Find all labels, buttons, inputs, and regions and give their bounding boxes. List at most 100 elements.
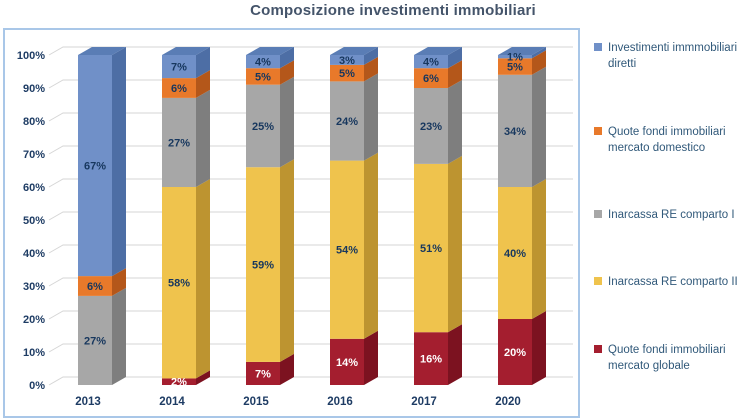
bar-segment [330,338,364,385]
bar-segment [162,97,196,187]
segment-value-label: 14% [336,357,358,369]
bar-top-face [78,47,126,55]
bar-segment-side [280,76,294,168]
bar-segment [414,68,448,88]
segment-value-label: 27% [168,137,190,149]
bar-segment-side [196,89,210,187]
bar-segment [330,64,364,82]
bar-segment [246,84,280,168]
segment-value-label: 54% [336,245,358,257]
chart-title: Composizione investimenti immobiliari [250,2,536,19]
bar-segment-side [448,324,462,385]
legend-item: Quote fondi immobiliari mercato domestic… [594,124,740,156]
segment-value-label: 6% [423,73,439,85]
y-tick-label: 30% [23,281,45,293]
segment-value-label: 23% [420,121,442,133]
bar-top-face [414,47,462,55]
bar-segment-side [448,155,462,333]
legend-marker [594,43,602,51]
bar-segment-side [280,159,294,362]
bar-segment [498,319,532,385]
segment-value-label: 3% [339,55,355,67]
segment-value-label: 4% [423,57,439,69]
segment-value-label: 34% [504,126,526,138]
plot-area: 0% 10% 20% 30% 40% 50% 60% 70% 80% 90% 100% 27% 6% 67… [3,28,580,418]
bar-segment [78,295,112,385]
gridline [48,244,573,254]
bar-segment [330,81,364,161]
segment-value-label: 6% [87,281,103,293]
bar-segment [498,74,532,187]
segment-value-label: 67% [84,161,106,173]
segment-value-label: 40% [504,248,526,260]
bar-segment [78,276,112,296]
bar-top-face [246,47,294,55]
bar-segment [78,55,112,277]
legend-marker [594,277,602,286]
bar-segment [162,187,196,379]
bar-segment-side [532,50,546,75]
bar-segment-side [364,47,378,65]
x-category-label: 2013 [75,396,101,408]
segment-value-label: 24% [336,116,358,128]
segment-value-label: 16% [420,354,442,366]
bar-segment [414,55,448,69]
bar-segment [330,55,364,65]
segment-value-label: 1% [507,52,523,64]
segment-value-label: 4% [255,57,271,69]
bar-segment-side [448,47,462,69]
bar-segment-side [532,66,546,187]
bar-segment-side [532,179,546,319]
y-tick-label: 60% [23,182,45,194]
gridline [48,46,573,56]
segment-value-label: 7% [171,62,187,74]
bar-segment [162,378,196,385]
bar-segment-side [280,60,294,85]
legend-label: Quote fondi immobiliari mercato globale [608,343,726,372]
segment-value-label: 5% [339,68,355,80]
bar-segment [246,68,280,85]
segment-value-label: 5% [255,71,271,83]
bar-top-face [498,47,546,55]
x-category-label: 2017 [411,396,437,408]
bar-top-face [330,47,378,55]
bar-segment-side [532,311,546,385]
segment-value-label: 6% [171,83,187,95]
x-category-label: 2016 [327,396,353,408]
bar-segment [246,55,280,69]
legend-marker [594,210,602,218]
bar-segment-side [280,353,294,385]
legend-marker [594,344,602,353]
bar-segment-side [196,370,210,385]
y-tick-label: 90% [23,83,45,95]
bar-segment [414,163,448,333]
bar-segment-side [112,47,126,277]
bar-segment-side [364,330,378,385]
gridline [48,211,573,221]
gridline [48,112,573,122]
bar-segment [330,160,364,339]
bar-top-face [162,47,210,55]
y-tick-label: 20% [23,314,45,326]
bar-segment-side [364,73,378,161]
gridline [48,343,573,353]
bar-segment [498,55,532,59]
bar-segment [246,361,280,385]
y-tick-label: 50% [23,215,45,227]
segment-value-label: 51% [420,243,442,255]
x-category-label: 2015 [243,396,269,408]
segment-value-label: 7% [255,368,271,380]
x-category-label: 2020 [495,396,521,408]
segment-value-label: 2% [171,377,187,389]
legend-label: Inarcassa RE comparto I [608,209,735,221]
bar-segment [162,55,196,79]
bar-segment-side [448,80,462,164]
gridline [48,178,573,188]
bar-segment [246,167,280,362]
bar-segment [414,88,448,164]
segment-value-label: 59% [252,260,274,272]
gridline [48,277,573,287]
y-tick-label: 100% [17,50,45,62]
gridline [48,376,573,386]
